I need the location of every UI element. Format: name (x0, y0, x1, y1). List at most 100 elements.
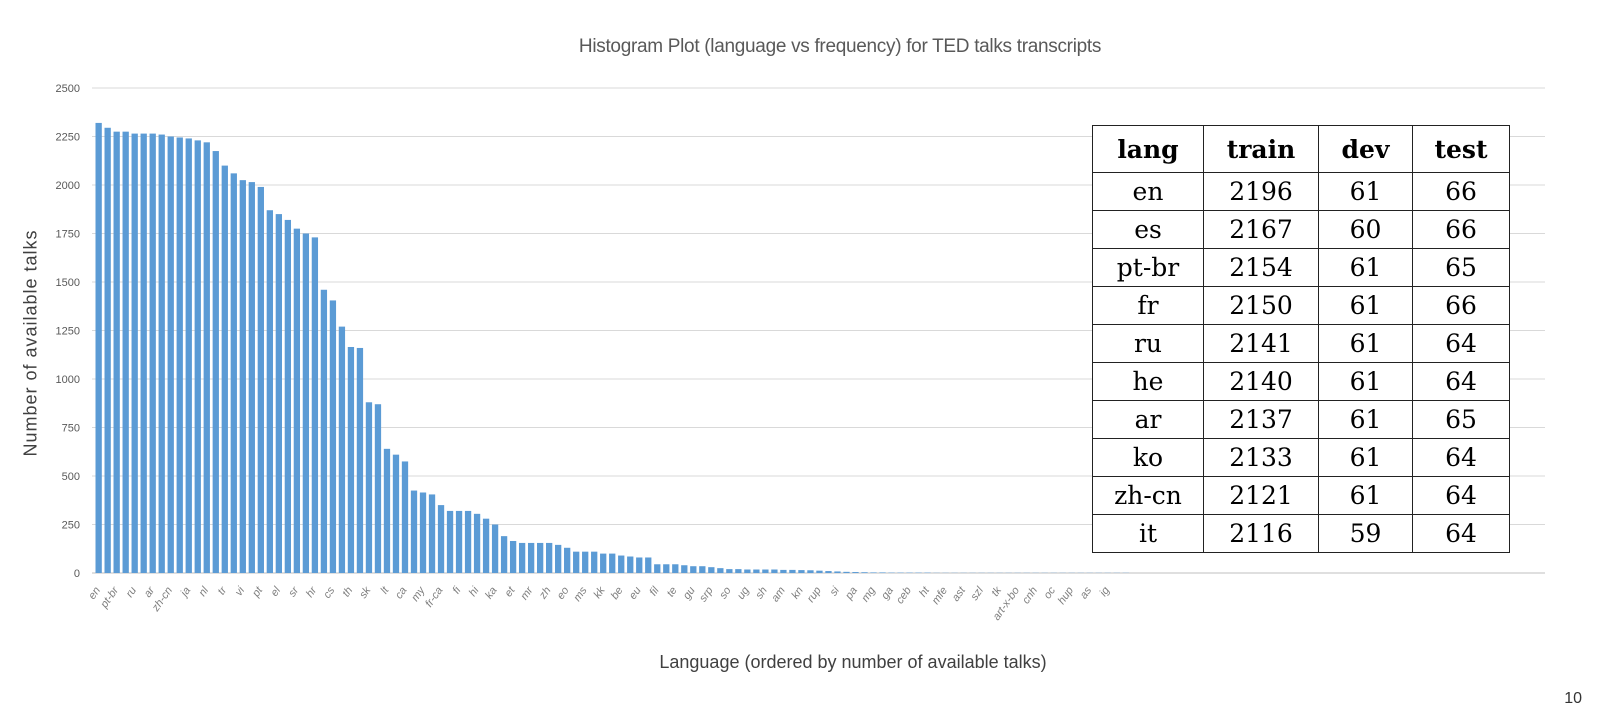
bar (600, 554, 606, 573)
bar (537, 543, 543, 573)
x-tick-label: so (717, 585, 733, 601)
table-cell-test: 65 (1413, 401, 1510, 439)
table-cell-lang: pt-br (1093, 249, 1204, 287)
x-tick-label: kk (592, 584, 608, 600)
y-tick-label: 1500 (56, 277, 80, 289)
table-cell-train: 2141 (1204, 325, 1319, 363)
bar (186, 138, 192, 573)
bar (384, 449, 390, 573)
header-train: train (1204, 126, 1319, 173)
x-tick-label: pt (250, 584, 266, 600)
y-tick-label: 1750 (56, 229, 80, 241)
y-tick-label: 2500 (56, 83, 80, 95)
bar (375, 404, 381, 573)
bar (285, 220, 291, 573)
x-tick-label: ceb (894, 585, 914, 606)
x-tick-label: vi (233, 584, 248, 598)
x-tick-label: nl (197, 584, 212, 598)
x-tick-label: cnh (1020, 585, 1040, 606)
bar (564, 548, 570, 573)
bar (411, 491, 417, 573)
bar (393, 455, 399, 573)
x-tick-label: ka (483, 585, 499, 601)
bar (474, 514, 480, 573)
x-tick-label: be (609, 585, 626, 602)
bar (465, 511, 471, 573)
bar (753, 570, 759, 573)
y-tick-label: 2000 (56, 180, 80, 192)
bar (123, 132, 129, 573)
bar (681, 565, 687, 573)
table-cell-dev: 61 (1319, 249, 1413, 287)
table-cell-dev: 61 (1319, 401, 1413, 439)
table-header-row: lang train dev test (1093, 126, 1510, 173)
bar (663, 564, 669, 573)
table-cell-lang: ru (1093, 325, 1204, 363)
bar (276, 214, 282, 573)
bar (879, 572, 885, 573)
table-cell-lang: ko (1093, 439, 1204, 477)
bar (699, 566, 705, 573)
table-cell-test: 66 (1413, 173, 1510, 211)
x-tick-label: sk (357, 584, 373, 600)
x-tick-label: ast (950, 584, 969, 604)
table-cell-train: 2167 (1204, 211, 1319, 249)
bar (645, 557, 651, 573)
x-tick-label: fi (450, 584, 463, 596)
bar (825, 571, 831, 573)
bar (771, 570, 777, 573)
table-cell-lang: it (1093, 515, 1204, 553)
table-cell-train: 2137 (1204, 401, 1319, 439)
bar (807, 570, 813, 573)
table-cell-test: 64 (1413, 439, 1510, 477)
y-tick-label: 1250 (56, 326, 80, 338)
table-cell-lang: es (1093, 211, 1204, 249)
bar (105, 128, 111, 573)
x-tick-label: cs (321, 584, 337, 600)
table-cell-test: 65 (1413, 249, 1510, 287)
bar (609, 554, 615, 573)
bar (519, 543, 525, 573)
table-cell-dev: 61 (1319, 477, 1413, 515)
x-tick-label: am (769, 585, 788, 604)
bar (483, 519, 489, 573)
bar (213, 151, 219, 573)
x-tick-label: srp (697, 585, 716, 604)
bar (744, 570, 750, 573)
bar (789, 570, 795, 573)
bar (348, 347, 354, 573)
x-tick-label: pa (843, 585, 860, 603)
bar (438, 505, 444, 573)
table-cell-lang: ar (1093, 401, 1204, 439)
x-tick-label: mfe (930, 585, 950, 607)
bar (735, 569, 741, 573)
bar (303, 234, 309, 574)
x-tick-label: szl (969, 584, 987, 602)
table-cell-dev: 61 (1319, 173, 1413, 211)
bar (240, 180, 246, 573)
bar (618, 556, 624, 573)
bar (780, 570, 786, 573)
table-cell-dev: 61 (1319, 363, 1413, 401)
bar (132, 134, 138, 573)
x-tick-label: tr (216, 584, 230, 597)
bar (816, 571, 822, 573)
table-cell-lang: zh-cn (1093, 477, 1204, 515)
header-dev: dev (1319, 126, 1413, 173)
bar (501, 536, 507, 573)
table-cell-dev: 61 (1319, 439, 1413, 477)
table-cell-lang: he (1093, 363, 1204, 401)
table-cell-train: 2133 (1204, 439, 1319, 477)
bar (636, 557, 642, 573)
x-tick-label: tk (989, 584, 1004, 598)
table-cell-test: 64 (1413, 325, 1510, 363)
bar (492, 525, 498, 574)
